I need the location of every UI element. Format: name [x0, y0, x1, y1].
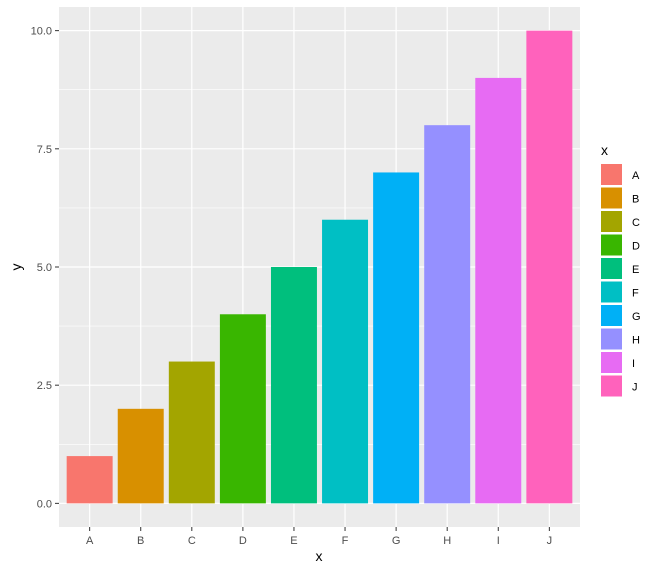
legend-key-H	[601, 328, 622, 350]
legend-key-A	[601, 164, 622, 185]
bar-B	[117, 408, 164, 504]
legend-label-C: C	[632, 217, 640, 229]
legend-key-B	[601, 187, 622, 209]
bar-C	[168, 361, 215, 504]
x-tick-label: I	[497, 535, 500, 547]
bars	[66, 30, 573, 504]
y-axis: 0.0 2.5 5.0 7.5 10.0	[31, 26, 59, 510]
x-tick-label: G	[392, 535, 401, 547]
legend-label-A: A	[632, 170, 640, 182]
x-tick-label: H	[443, 535, 451, 547]
y-tick-label: 2.5	[37, 380, 52, 392]
legend-label-E: E	[632, 264, 639, 276]
y-axis-title: y	[8, 264, 24, 271]
legend-key-J	[601, 375, 622, 397]
legend-key-D	[601, 234, 622, 256]
legend-label-G: G	[632, 311, 641, 323]
legend-key-C	[601, 211, 622, 232]
x-tick-label: B	[137, 535, 144, 547]
legend-label-J: J	[632, 382, 638, 394]
bar-J	[526, 30, 573, 504]
legend-key-I	[601, 352, 622, 373]
legend-key-E	[601, 258, 622, 279]
bar-D	[219, 314, 266, 504]
x-tick-label: F	[342, 535, 349, 547]
x-axis-title: x	[316, 548, 323, 564]
legend-key-G	[601, 305, 622, 326]
bar-I	[475, 77, 522, 504]
x-tick-label: C	[188, 535, 196, 547]
legend-label-H: H	[632, 335, 640, 347]
legend-label-I: I	[632, 358, 635, 370]
y-tick-label: 7.5	[37, 144, 52, 156]
legend-title: x	[601, 142, 608, 158]
y-tick-label: 5.0	[37, 262, 52, 274]
legend-label-F: F	[632, 288, 639, 300]
x-tick-label: J	[547, 535, 553, 547]
x-tick-label: E	[290, 535, 297, 547]
bar-G	[373, 172, 420, 504]
legend-key-F	[601, 281, 622, 303]
bar-A	[66, 456, 113, 504]
bar-E	[270, 267, 317, 504]
bar-F	[322, 219, 369, 504]
bar-H	[424, 125, 471, 504]
legend-label-D: D	[632, 241, 640, 253]
x-tick-label: A	[86, 535, 94, 547]
legend-label-B: B	[632, 194, 639, 206]
y-tick-label: 0.0	[37, 498, 52, 510]
x-tick-label: D	[239, 535, 247, 547]
y-tick-label: 10.0	[31, 26, 52, 38]
x-axis: A B C D E F G H I J	[86, 527, 552, 547]
